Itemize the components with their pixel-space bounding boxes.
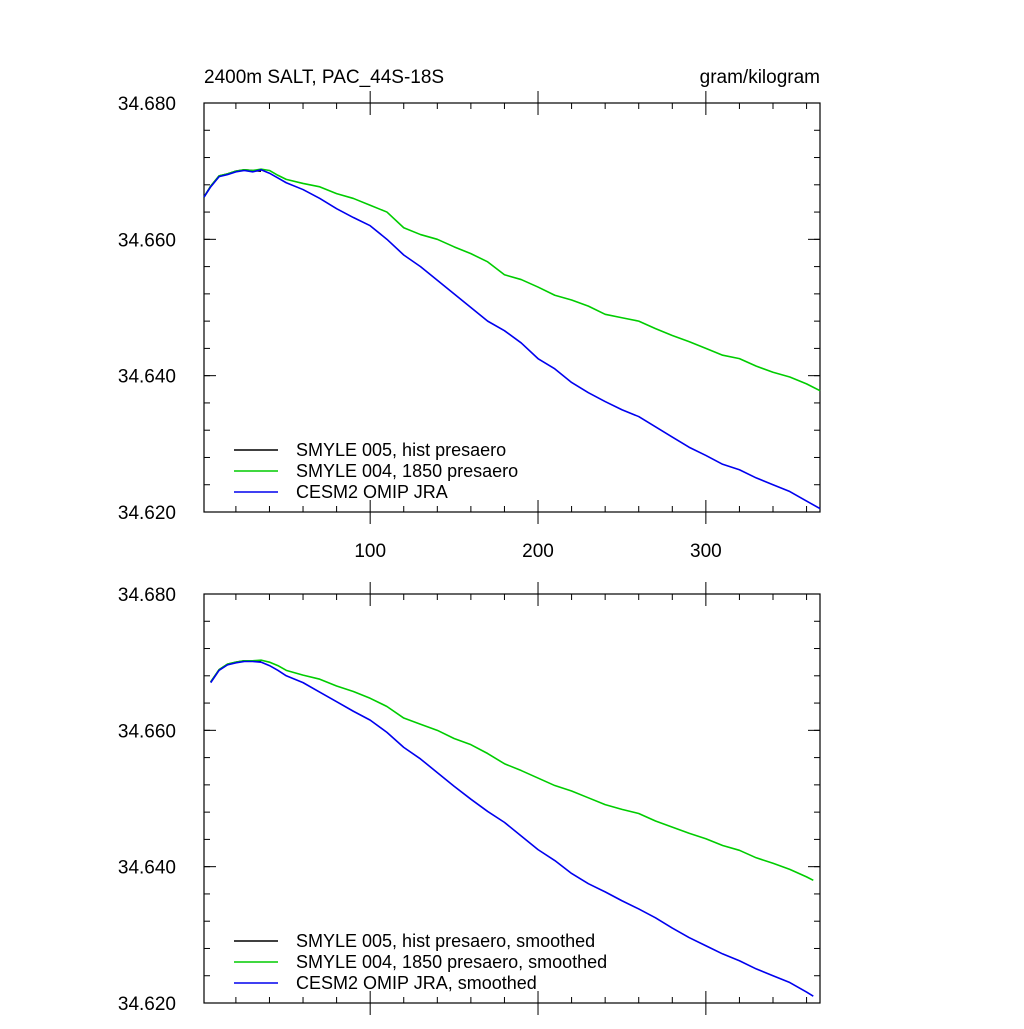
legend-label: SMYLE 004, 1850 presaero [296, 461, 518, 481]
y-tick-label: 34.660 [118, 230, 176, 251]
series-line-2 [210, 660, 814, 997]
legend-label: CESM2 OMIP JRA, smoothed [296, 973, 537, 993]
legend-label: SMYLE 004, 1850 presaero, smoothed [296, 952, 607, 972]
x-tick-label: 200 [522, 541, 554, 562]
series-line-1 [203, 168, 821, 392]
y-tick-label: 34.620 [118, 503, 176, 524]
chart-title-left: 2400m SALT, PAC_44S-18S [204, 67, 444, 88]
y-tick-label: 34.660 [118, 721, 176, 742]
plot-frame [203, 102, 821, 513]
series-line-1 [210, 659, 814, 882]
top-panel: 34.620 34.640 34.660 34.680 100 200 300 SMYLE 0… [118, 91, 821, 562]
legend-label: SMYLE 005, hist presaero, smoothed [296, 931, 595, 951]
chart-title-right: gram/kilogram [700, 67, 820, 88]
y-tick-label: 34.640 [118, 858, 176, 879]
plot-frame [203, 593, 821, 1004]
x-tick-label: 300 [690, 541, 722, 562]
y-tick-label: 34.620 [118, 994, 176, 1015]
legend-label: SMYLE 005, hist presaero [296, 440, 506, 460]
y-tick-label: 34.680 [118, 585, 176, 606]
legend-label: CESM2 OMIP JRA [296, 482, 448, 502]
x-tick-label: 100 [354, 541, 386, 562]
series-line-2 [203, 169, 821, 510]
y-tick-label: 34.680 [118, 94, 176, 115]
bottom-panel: 34.620 34.640 34.660 34.680 SMYLE 005, hist … [118, 582, 821, 1015]
y-tick-label: 34.640 [118, 367, 176, 388]
